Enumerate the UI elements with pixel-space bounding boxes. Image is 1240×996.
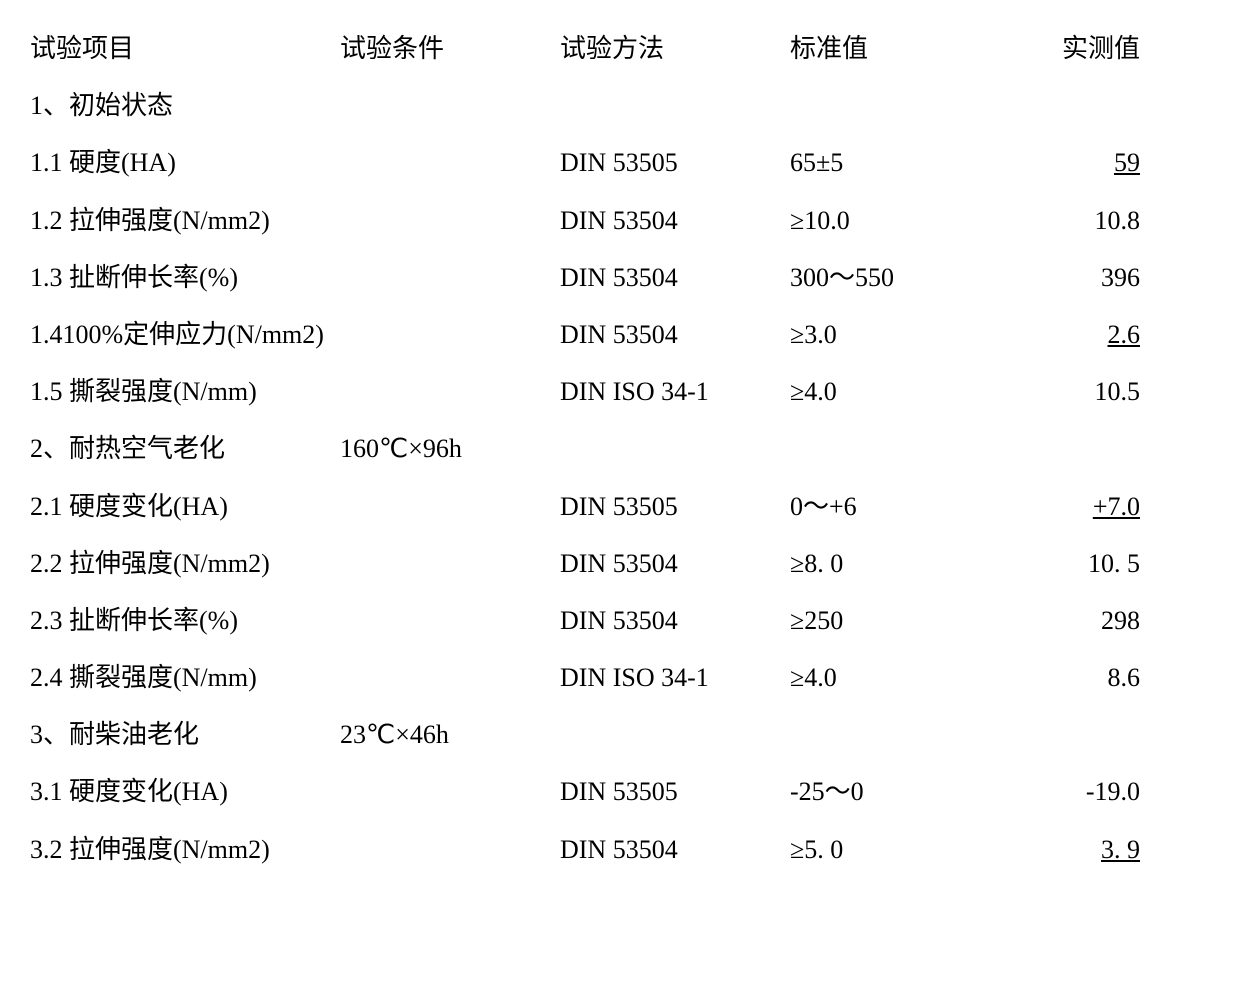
table-row: 2.3 扯断伸长率(%) DIN 53504≥250298 — [30, 592, 1210, 649]
item-label: 2.1 硬度变化(HA) — [30, 478, 340, 535]
item-label: 3.2 拉伸强度(N/mm2) — [30, 821, 340, 878]
method-value: DIN 53504 — [560, 821, 790, 878]
item-label: 2.2 拉伸强度(N/mm2) — [30, 535, 340, 592]
measured-value: -19.0 — [990, 763, 1140, 820]
test-results-table: 试验项目试验条件试验方法标准值实测值 1、初始状态1.1 硬度(HA) DIN 53… — [30, 20, 1210, 878]
measured-value: 59 — [990, 134, 1140, 191]
header-condition: 试验条件 — [340, 20, 560, 77]
item-label: 2.4 撕裂强度(N/mm) — [30, 649, 340, 706]
method-value: DIN 53504 — [560, 306, 790, 363]
standard-value: -25～0 — [790, 763, 990, 820]
method-value: DIN 53504 — [560, 535, 790, 592]
method-value: DIN 53505 — [560, 763, 790, 820]
standard-value: 65±5 — [790, 134, 990, 191]
item-label: 1.2 拉伸强度(N/mm2) — [30, 192, 340, 249]
section-condition: 160℃×96h — [340, 420, 560, 477]
measured-value: +7.0 — [990, 478, 1140, 535]
section-title: 2、耐热空气老化 — [30, 420, 340, 477]
table-row: 3.1 硬度变化(HA) DIN 53505-25～0-19.0 — [30, 763, 1210, 820]
method-value: DIN 53504 — [560, 249, 790, 306]
table-row: 2.1 硬度变化(HA) DIN 535050～+6+7.0 — [30, 478, 1210, 535]
table-row: 2.2 拉伸强度(N/mm2) DIN 53504≥8. 010. 5 — [30, 535, 1210, 592]
table-row: 1.1 硬度(HA) DIN 5350565±559 — [30, 134, 1210, 191]
method-value: DIN 53504 — [560, 192, 790, 249]
header-measured: 实测值 — [990, 20, 1140, 77]
measured-value: 396 — [990, 249, 1140, 306]
method-value: DIN 53504 — [560, 592, 790, 649]
item-label: 1.4100%定伸应力(N/mm2) — [30, 306, 340, 363]
method-value: DIN 53505 — [560, 478, 790, 535]
measured-value: 298 — [990, 592, 1140, 649]
table-row: 1.4100%定伸应力(N/mm2) DIN 53504≥3.02.6 — [30, 306, 1210, 363]
table-row: 2.4 撕裂强度(N/mm) DIN ISO 34-1≥4.08.6 — [30, 649, 1210, 706]
table-row: 3.2 拉伸强度(N/mm2) DIN 53504≥5. 03. 9 — [30, 821, 1210, 878]
standard-value: 0～+6 — [790, 478, 990, 535]
table-row: 1.5 撕裂强度(N/mm) DIN ISO 34-1≥4.010.5 — [30, 363, 1210, 420]
item-label: 3.1 硬度变化(HA) — [30, 763, 340, 820]
measured-value: 3. 9 — [990, 821, 1140, 878]
table-row: 1.2 拉伸强度(N/mm2) DIN 53504≥10.010.8 — [30, 192, 1210, 249]
standard-value: ≥4.0 — [790, 649, 990, 706]
standard-value: 300～550 — [790, 249, 990, 306]
standard-value: ≥250 — [790, 592, 990, 649]
method-value: DIN 53505 — [560, 134, 790, 191]
item-label: 1.3 扯断伸长率(%) — [30, 249, 340, 306]
measured-value: 8.6 — [990, 649, 1140, 706]
table-row: 1.3 扯断伸长率(%) DIN 53504300～550396 — [30, 249, 1210, 306]
item-label: 1.1 硬度(HA) — [30, 134, 340, 191]
section-title: 1、初始状态 — [30, 77, 340, 134]
standard-value: ≥8. 0 — [790, 535, 990, 592]
header-item: 试验项目 — [30, 20, 340, 77]
measured-value: 10.8 — [990, 192, 1140, 249]
section-condition: 23℃×46h — [340, 706, 560, 763]
section-title: 3、耐柴油老化 — [30, 706, 340, 763]
header-method: 试验方法 — [560, 20, 790, 77]
measured-value: 2.6 — [990, 306, 1140, 363]
standard-value: ≥5. 0 — [790, 821, 990, 878]
method-value: DIN ISO 34-1 — [560, 363, 790, 420]
measured-value: 10. 5 — [990, 535, 1140, 592]
standard-value: ≥10.0 — [790, 192, 990, 249]
standard-value: ≥4.0 — [790, 363, 990, 420]
item-label: 1.5 撕裂强度(N/mm) — [30, 363, 340, 420]
standard-value: ≥3.0 — [790, 306, 990, 363]
header-standard: 标准值 — [790, 20, 990, 77]
item-label: 2.3 扯断伸长率(%) — [30, 592, 340, 649]
measured-value: 10.5 — [990, 363, 1140, 420]
method-value: DIN ISO 34-1 — [560, 649, 790, 706]
